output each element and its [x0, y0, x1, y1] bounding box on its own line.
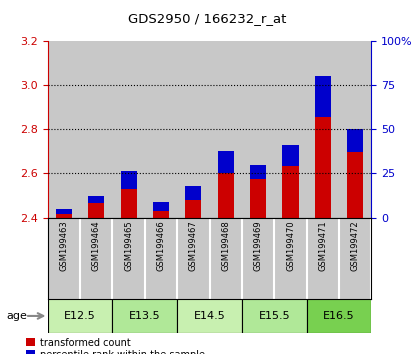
Bar — [242, 299, 307, 333]
Text: GSM199467: GSM199467 — [189, 220, 198, 271]
Bar — [217, 152, 234, 173]
Bar — [153, 202, 169, 211]
Text: GSM199470: GSM199470 — [286, 220, 295, 271]
Text: GDS2950 / 166232_r_at: GDS2950 / 166232_r_at — [128, 12, 287, 25]
Bar — [88, 196, 105, 203]
Bar — [88, 196, 105, 218]
Bar — [347, 129, 364, 152]
Bar — [315, 76, 331, 218]
Text: E16.5: E16.5 — [323, 311, 355, 321]
Text: GSM199464: GSM199464 — [92, 220, 101, 271]
Bar — [56, 209, 72, 218]
Text: age: age — [6, 311, 27, 321]
Bar — [347, 129, 364, 218]
Bar — [282, 145, 299, 166]
Bar — [153, 202, 169, 218]
Bar — [250, 165, 266, 218]
Text: GSM199468: GSM199468 — [221, 220, 230, 271]
Bar — [48, 299, 112, 333]
Bar — [250, 165, 266, 179]
Bar — [315, 76, 331, 117]
Bar — [217, 152, 234, 218]
Bar — [307, 299, 371, 333]
Text: E12.5: E12.5 — [64, 311, 96, 321]
Bar — [121, 171, 137, 189]
Text: E13.5: E13.5 — [129, 311, 161, 321]
Text: GSM199466: GSM199466 — [156, 220, 166, 271]
Bar — [112, 299, 177, 333]
Bar — [121, 171, 137, 218]
Text: GSM199469: GSM199469 — [254, 220, 263, 271]
Bar — [56, 209, 72, 214]
Bar — [177, 299, 242, 333]
Text: GSM199471: GSM199471 — [318, 220, 327, 271]
Bar — [282, 145, 299, 218]
Legend: transformed count, percentile rank within the sample: transformed count, percentile rank withi… — [26, 338, 205, 354]
Bar — [185, 185, 202, 218]
Text: GSM199463: GSM199463 — [59, 220, 68, 271]
Text: GSM199465: GSM199465 — [124, 220, 133, 271]
Text: E14.5: E14.5 — [194, 311, 225, 321]
Text: GSM199472: GSM199472 — [351, 220, 360, 271]
Bar — [185, 185, 202, 200]
Text: E15.5: E15.5 — [259, 311, 290, 321]
